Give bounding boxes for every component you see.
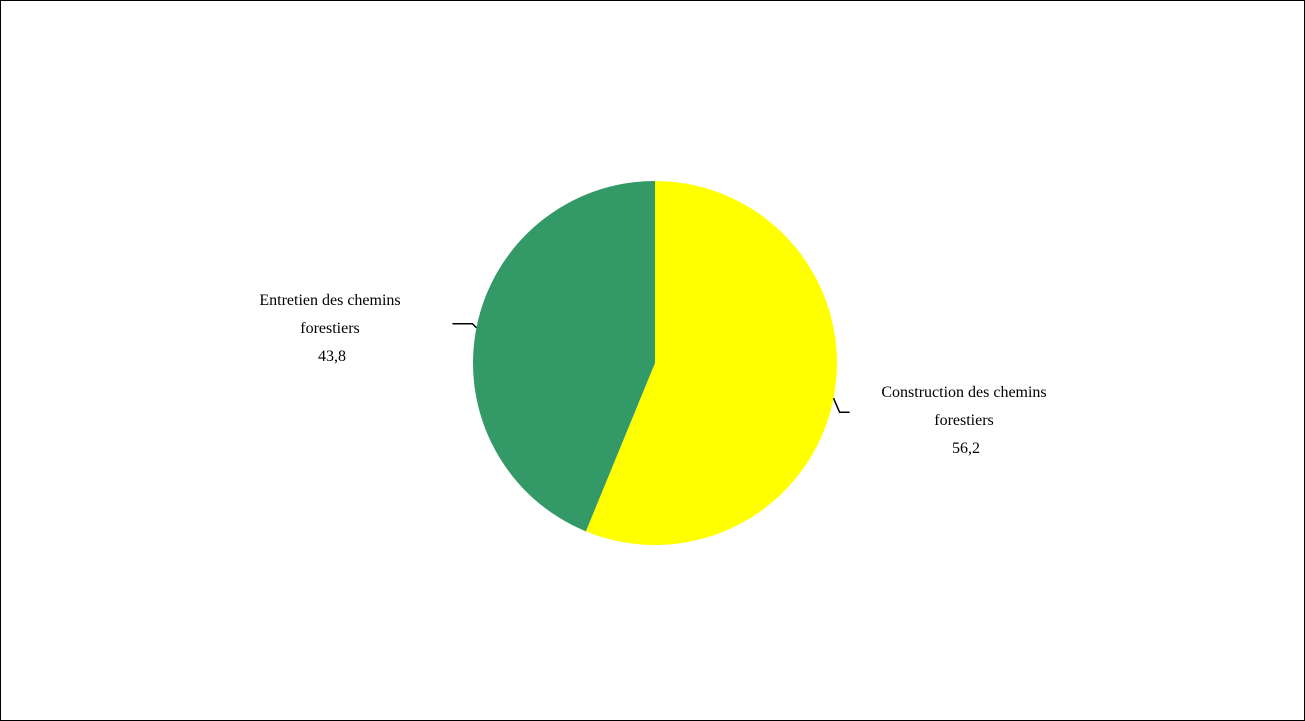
pie-slice-entretien (472, 181, 655, 532)
slice-value-construction: 56,2 (952, 440, 980, 457)
slice-value-entretien: 43,8 (318, 348, 346, 365)
slice-label-entretien-line2: forestiers (300, 320, 360, 337)
pie-slice-construction (585, 181, 837, 545)
slice-label-construction-line1: Construction des chemins (881, 384, 1046, 401)
leader-line-construction (832, 397, 850, 413)
leader-line-entretien (452, 323, 477, 329)
pie-slices (472, 181, 837, 545)
slice-label-construction: Construction des chemins forestiers 56,2 (881, 384, 1050, 457)
slice-label-entretien: Entretien des chemins forestiers 43,8 (259, 292, 404, 365)
slice-label-construction-line2: forestiers (934, 412, 994, 429)
slice-label-entretien-line1: Entretien des chemins (259, 292, 400, 309)
leader-lines (452, 323, 850, 413)
